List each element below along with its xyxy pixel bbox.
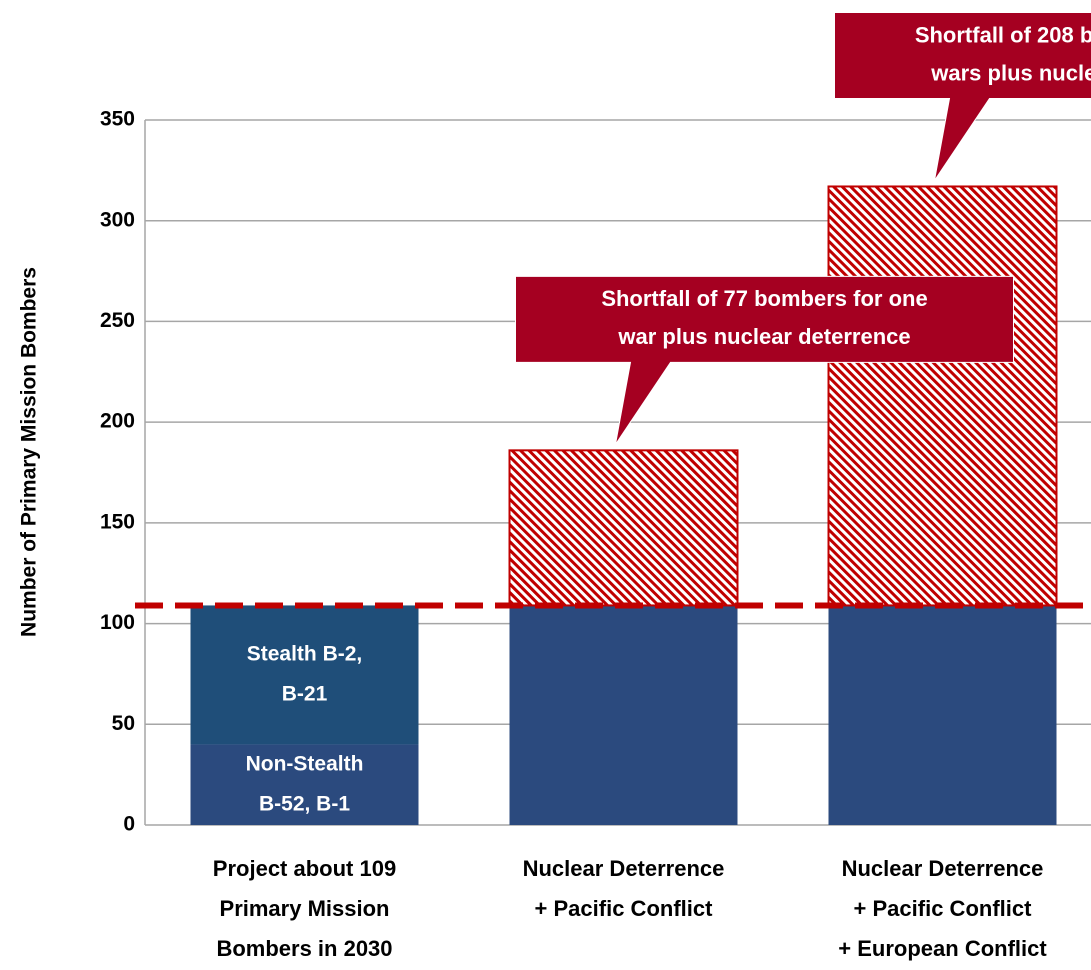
x-tick-label: Nuclear Deterrence [842,856,1044,881]
bar-segment [190,605,419,745]
x-tick-label: + Pacific Conflict [535,896,714,921]
bar-segment [828,605,1057,825]
x-tick-label: Project about 109 [213,856,396,881]
callout: Shortfall of 77 bombers for one war plus … [515,275,1014,445]
callout-text: Shortfall of 77 bombers for one [601,286,927,311]
y-tick-label: 50 [112,712,135,735]
y-tick-label: 150 [100,510,135,533]
callout-text: wars plus nuclear deterrence [930,60,1091,85]
callout: Shortfall of 208 bombers for two wars plu… [834,11,1091,181]
segment-label: Non-Stealth [246,752,364,775]
bar-segment [190,744,419,825]
y-tick-label: 0 [123,813,135,836]
callout-text: war plus nuclear deterrence [617,324,910,349]
y-axis-title: Number of Primary Mission Bombers [18,267,41,637]
segment-label: B-52, B-1 [259,792,350,815]
y-tick-label: 200 [100,410,135,433]
x-tick-label: + European Conflict [838,936,1047,961]
y-tick-label: 100 [100,611,135,634]
y-tick-label: 250 [100,309,135,332]
bar-segment [509,605,738,825]
x-tick-label: Bombers in 2030 [216,936,392,961]
callout-box [834,11,1091,181]
y-tick-label: 300 [100,208,135,231]
bar-segment [508,449,739,607]
segment-label: B-21 [282,682,328,705]
x-tick-label: Nuclear Deterrence [523,856,725,881]
bar-segment [827,185,1058,607]
x-tick-label: + Pacific Conflict [854,896,1033,921]
x-tick-label: Primary Mission [220,896,390,921]
segment-label: Stealth B-2, [247,642,363,665]
callout-text: Shortfall of 208 bombers for two [915,22,1091,47]
callout-box [515,275,1014,445]
y-tick-label: 350 [100,108,135,131]
